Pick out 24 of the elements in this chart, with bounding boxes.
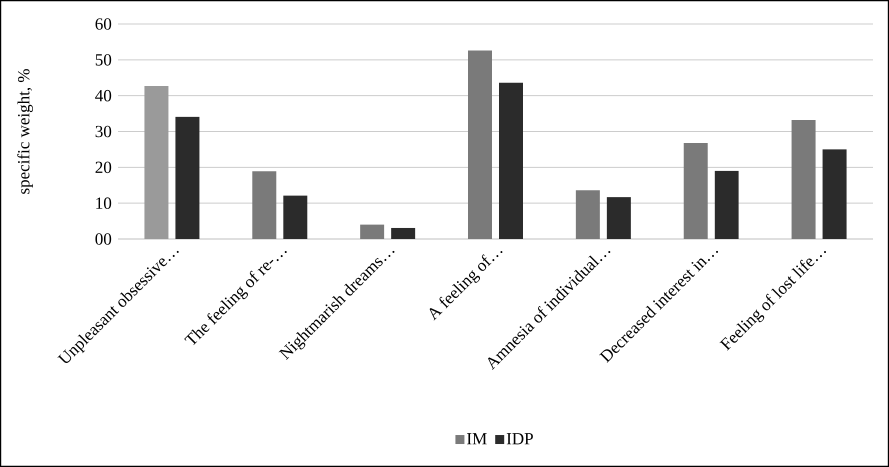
y-tick-label: 40	[95, 90, 112, 102]
bar	[468, 50, 492, 240]
y-tick-label: 10	[96, 197, 112, 209]
bar	[822, 149, 847, 240]
bar	[252, 171, 276, 240]
y-tick-label: 50	[96, 54, 112, 66]
legend-label: IDP	[506, 433, 533, 444]
bar	[684, 142, 708, 240]
y-tick-label: 60	[96, 18, 112, 30]
bar	[360, 224, 384, 240]
bar	[283, 196, 308, 240]
bar	[144, 86, 168, 240]
bar	[175, 116, 200, 240]
bar	[391, 228, 416, 240]
bar	[576, 190, 600, 240]
y-tick-label: 30	[96, 126, 112, 138]
bar	[499, 82, 524, 240]
y-tick-label: 20	[96, 162, 112, 174]
bar	[714, 170, 739, 240]
y-tick-label: 00	[95, 233, 112, 245]
y-axis-title: specific weight, %	[17, 69, 33, 194]
legend-label: IM	[467, 433, 487, 444]
bar	[792, 120, 816, 240]
bar	[606, 197, 631, 240]
